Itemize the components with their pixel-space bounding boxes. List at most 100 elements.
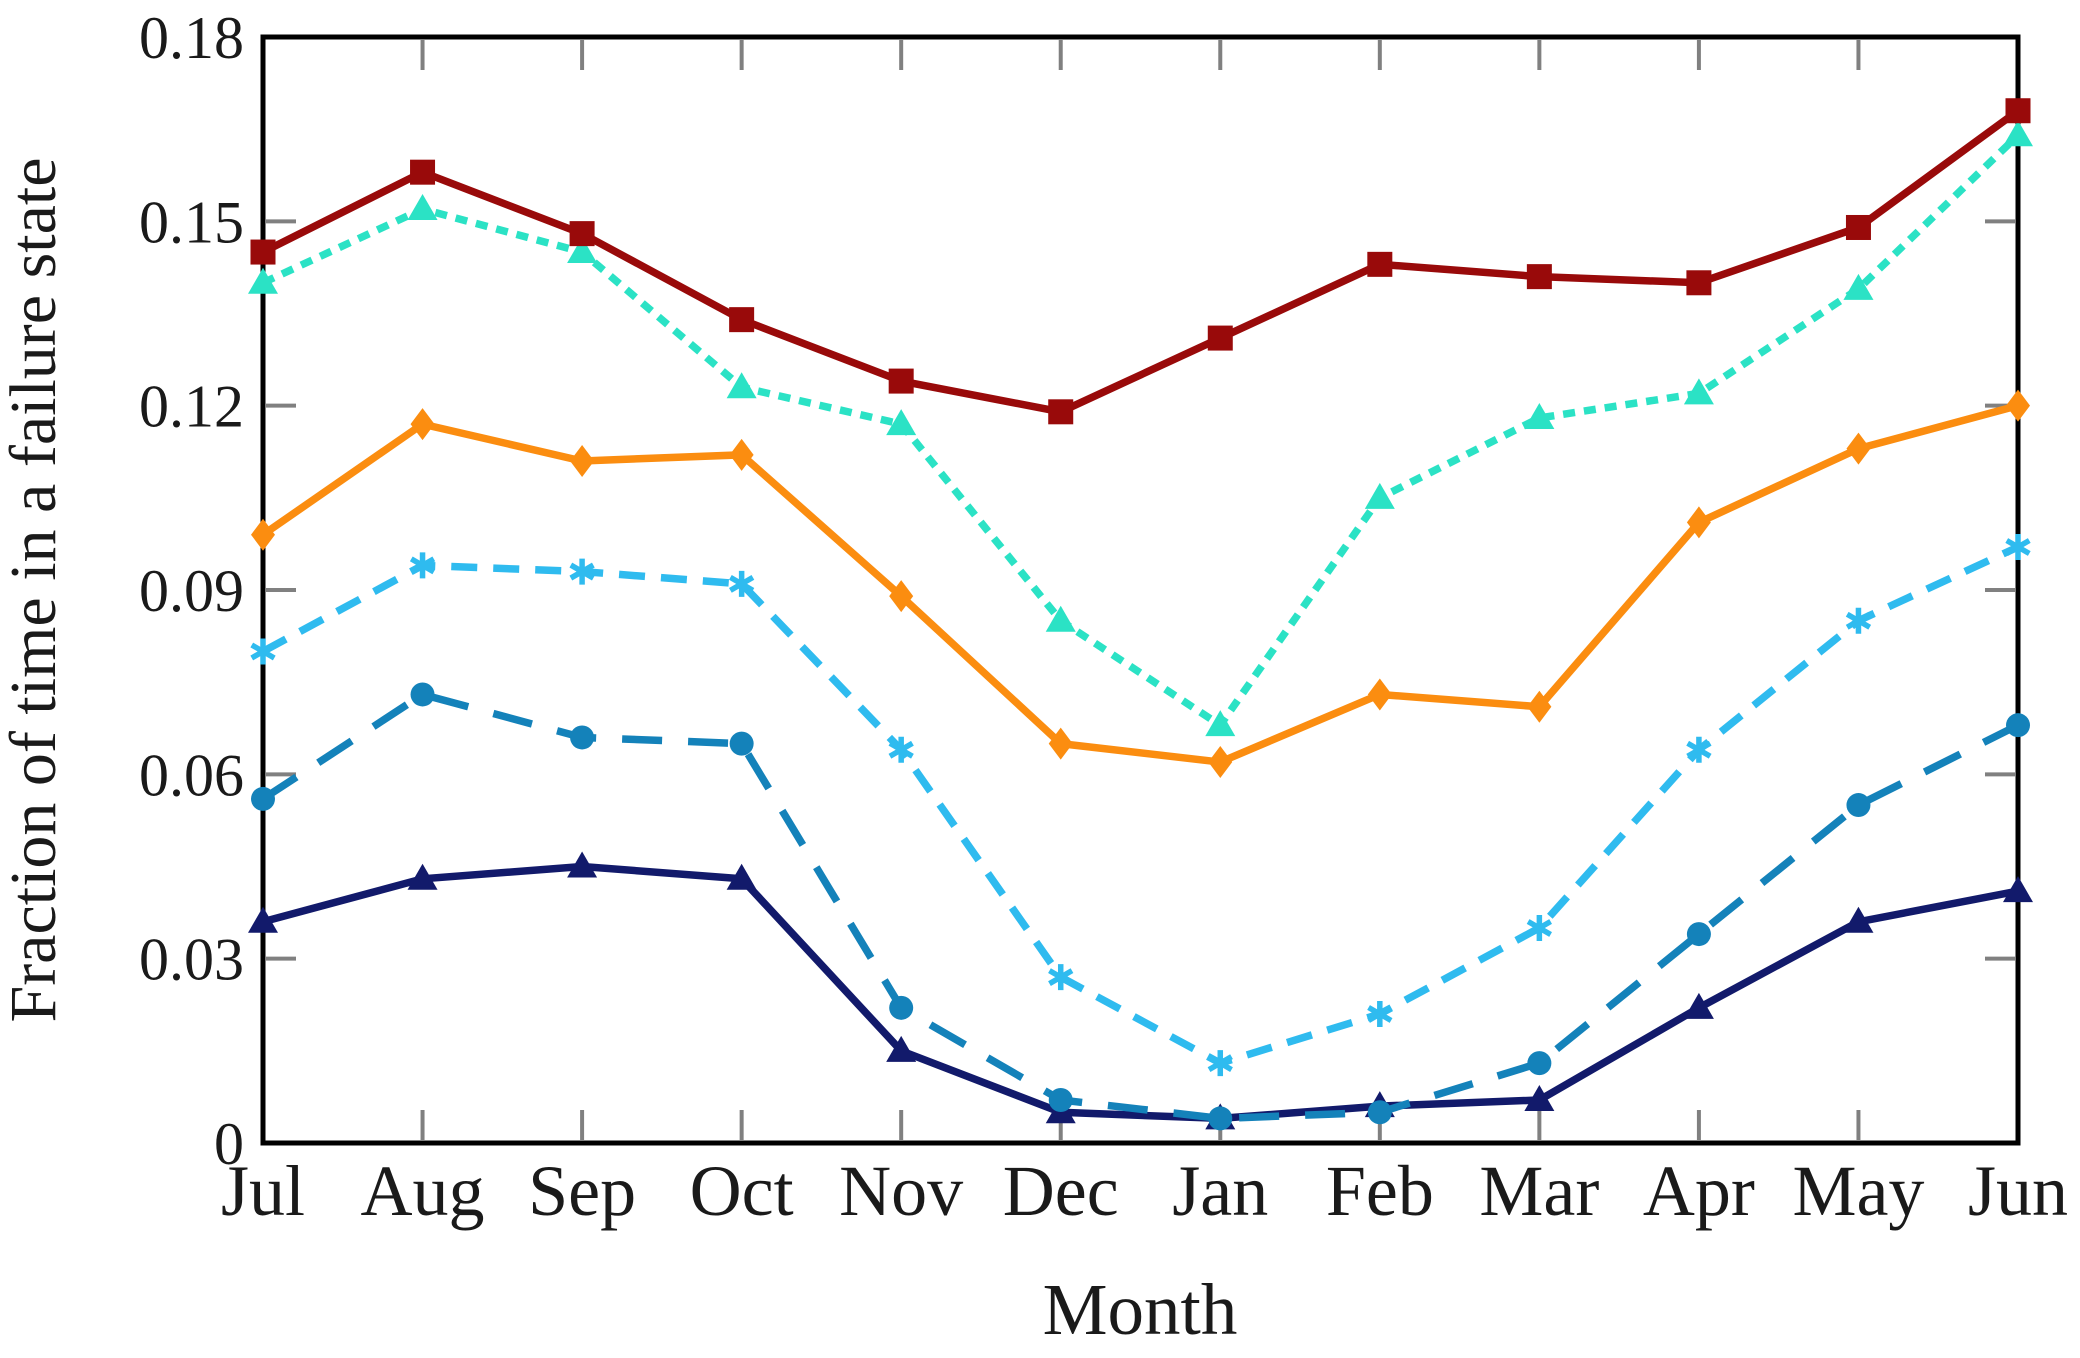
- x-tick-label: Jan: [1172, 1151, 1268, 1231]
- y-tick-label: 0.12: [139, 374, 244, 440]
- series-turquoise-triangles-markers: [248, 120, 2033, 737]
- data-point: [2006, 389, 2030, 422]
- series-light-blue-asterisks-line: [261, 543, 2020, 1068]
- data-point: [1683, 992, 1714, 1019]
- data-point: [1524, 1084, 1555, 1111]
- series-orange-diamonds-markers: [251, 389, 2030, 779]
- data-point: [1205, 710, 1236, 737]
- y-tick-label: 0.15: [139, 189, 244, 255]
- data-point: [729, 438, 754, 471]
- data-point: [1367, 678, 1392, 711]
- series-light-blue-asterisks-markers: [250, 533, 2031, 1077]
- data-point: [2003, 876, 2033, 903]
- series-teal-circles-markers: [251, 682, 2030, 1131]
- series-dark-red-squares: [250, 98, 2031, 425]
- data-point: [248, 267, 278, 294]
- x-tick-label: May: [1792, 1151, 1924, 1231]
- x-axis-label: Month: [1043, 1269, 1238, 1350]
- data-point: [1846, 432, 1871, 465]
- data-point: [889, 995, 914, 1020]
- data-point: [726, 372, 757, 399]
- data-point: [1527, 690, 1552, 723]
- axis-ticks: [266, 40, 2015, 1140]
- data-point: [1048, 1087, 1073, 1112]
- x-tick-label: Apr: [1643, 1151, 1755, 1231]
- series-orange-diamonds: [251, 389, 2030, 779]
- data-point: [1207, 1050, 1233, 1077]
- series-turquoise-triangles: [248, 120, 2033, 737]
- y-tick-label: 0.06: [139, 742, 244, 808]
- x-tick-label: Dec: [1003, 1151, 1119, 1231]
- data-point: [1367, 1000, 1393, 1027]
- data-point: [1843, 273, 1874, 300]
- data-point: [410, 682, 435, 707]
- x-tick-label: Feb: [1326, 1151, 1434, 1231]
- data-point: [1048, 399, 1074, 425]
- data-point: [1367, 251, 1393, 277]
- data-point: [888, 368, 914, 394]
- data-point: [409, 552, 436, 579]
- series-navy-triangles-markers: [248, 851, 2033, 1130]
- x-tick-label: Nov: [839, 1151, 963, 1231]
- data-point: [569, 558, 595, 585]
- x-tick-label: Aug: [361, 1151, 485, 1231]
- data-point: [1207, 325, 1233, 351]
- data-point: [1843, 906, 1874, 933]
- data-point: [1683, 378, 1714, 405]
- data-point: [888, 736, 914, 763]
- data-point: [1048, 727, 1073, 760]
- data-point: [886, 409, 917, 436]
- data-point: [251, 786, 275, 811]
- data-point: [569, 221, 595, 247]
- data-point: [1526, 914, 1552, 941]
- y-tick-label: 0.18: [139, 5, 244, 71]
- x-tick-label: Mar: [1479, 1151, 1599, 1231]
- data-point: [2003, 120, 2033, 147]
- data-point: [251, 518, 275, 551]
- data-point: [1527, 1051, 1552, 1076]
- data-point: [889, 580, 914, 613]
- series-navy-triangles-line: [262, 862, 2019, 1123]
- data-point: [1526, 264, 1552, 290]
- y-tick-label: 0: [214, 1111, 244, 1177]
- x-tick-label: Jun: [1968, 1151, 2068, 1231]
- series-turquoise-triangles-line: [261, 132, 2021, 731]
- data-point: [2005, 98, 2031, 124]
- data-point: [1846, 793, 1871, 818]
- data-point: [1845, 607, 1872, 634]
- series-navy-triangles: [248, 851, 2033, 1130]
- data-point: [410, 159, 436, 185]
- y-tick-label: 0.03: [139, 927, 244, 993]
- data-point: [729, 570, 755, 597]
- data-point: [726, 863, 757, 890]
- x-tick-label: Sep: [528, 1151, 636, 1231]
- data-point: [567, 851, 598, 878]
- y-axis-label: Fraction of time in a failure state: [0, 157, 70, 1022]
- series-orange-diamonds-line: [260, 402, 2019, 766]
- data-point: [729, 307, 755, 333]
- data-point: [1524, 402, 1555, 429]
- series-dark-red-squares-line: [261, 107, 2021, 416]
- data-point: [248, 906, 278, 933]
- plot-frame: [260, 34, 2021, 1146]
- data-point: [570, 444, 595, 477]
- series-light-blue-asterisks: [250, 533, 2031, 1077]
- data-point: [567, 237, 598, 264]
- series-group: [248, 98, 2033, 1131]
- y-tick-label: 0.09: [139, 558, 244, 624]
- data-point: [1364, 482, 1395, 509]
- data-point: [250, 638, 276, 665]
- data-point: [1845, 214, 1871, 240]
- series-teal-circles-line: [260, 690, 2020, 1123]
- x-tick-label: Jul: [221, 1151, 305, 1231]
- tick-labels: Jul Aug Sep Oct Nov Dec Jan Feb Mar Apr May Jun 0 0.0…: [139, 5, 2068, 1231]
- data-point: [407, 863, 438, 890]
- data-point: [1686, 736, 1712, 763]
- data-point: [1686, 922, 1711, 947]
- series-teal-circles: [251, 682, 2030, 1131]
- data-point: [1045, 605, 1076, 632]
- data-point: [1367, 1100, 1392, 1125]
- data-point: [570, 725, 595, 750]
